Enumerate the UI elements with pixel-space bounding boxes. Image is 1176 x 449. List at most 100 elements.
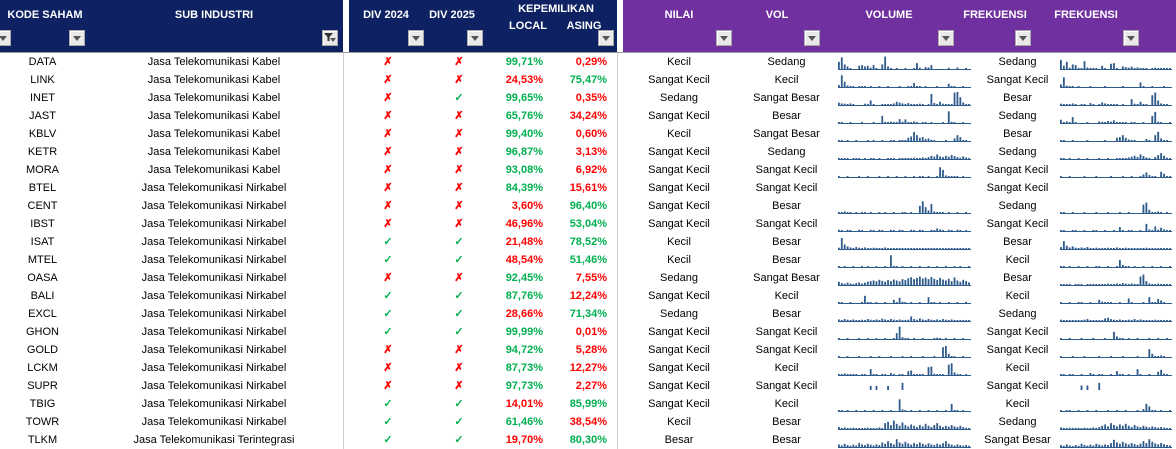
- column-divider[interactable]: [343, 377, 349, 395]
- cell-frekuensi[interactable]: Besar: [1003, 128, 1032, 140]
- cell-nilai[interactable]: Sangat Kecil: [648, 74, 710, 86]
- cell-nilai[interactable]: Kecil: [667, 128, 691, 140]
- cell-asing-pct[interactable]: 5,28%: [575, 344, 607, 356]
- cell-div-2025[interactable]: ✗: [454, 272, 464, 284]
- cell-volume-sparkline[interactable]: [838, 341, 975, 359]
- cell-nilai[interactable]: Sangat Kecil: [648, 218, 710, 230]
- filter-dropdown-frekuensi-chart[interactable]: [1123, 30, 1139, 46]
- cell-frekuensi[interactable]: Kecil: [1005, 398, 1030, 410]
- cell-frekuensi-sparkline[interactable]: [1060, 413, 1176, 431]
- cell-div-2024[interactable]: ✗: [383, 182, 393, 194]
- cell-local-pct[interactable]: 21,48%: [505, 236, 543, 248]
- column-divider[interactable]: [617, 269, 623, 287]
- column-divider[interactable]: [343, 125, 349, 143]
- column-divider[interactable]: [343, 359, 349, 377]
- cell-asing-pct[interactable]: 7,55%: [575, 272, 607, 284]
- cell-kode-saham[interactable]: GOLD: [26, 344, 59, 356]
- cell-volume-sparkline[interactable]: [838, 323, 975, 341]
- filter-dropdown-volume[interactable]: [938, 30, 954, 46]
- cell-local-pct[interactable]: 87,73%: [505, 362, 543, 374]
- cell-div-2024[interactable]: ✗: [383, 380, 393, 392]
- cell-nilai[interactable]: Sangat Kecil: [648, 182, 710, 194]
- column-divider[interactable]: [343, 305, 349, 323]
- cell-kode-saham[interactable]: TLKM: [27, 434, 58, 446]
- column-divider[interactable]: [617, 71, 623, 89]
- cell-frekuensi-sparkline[interactable]: [1060, 197, 1176, 215]
- cell-frekuensi[interactable]: Sangat Kecil: [986, 380, 1049, 392]
- cell-sub-industri[interactable]: Jasa Telekomunikasi Kabel: [147, 56, 281, 68]
- cell-local-pct[interactable]: 65,76%: [505, 110, 543, 122]
- cell-sub-industri[interactable]: Jasa Telekomunikasi Nirkabel: [141, 236, 287, 248]
- cell-div-2024[interactable]: ✗: [383, 56, 393, 68]
- cell-asing-pct[interactable]: 12,24%: [569, 290, 607, 302]
- cell-div-2024[interactable]: ✗: [383, 344, 393, 356]
- cell-div-2024[interactable]: ✗: [383, 362, 393, 374]
- cell-vol[interactable]: Kecil: [774, 74, 799, 86]
- filter-dropdown-kode[interactable]: [69, 30, 85, 46]
- cell-kode-saham[interactable]: LCKM: [27, 362, 58, 374]
- cell-volume-sparkline[interactable]: [838, 359, 975, 377]
- cell-vol[interactable]: Besar: [772, 254, 801, 266]
- cell-nilai[interactable]: Kecil: [667, 56, 691, 68]
- cell-frekuensi-sparkline[interactable]: [1060, 269, 1176, 287]
- cell-nilai[interactable]: Sangat Kecil: [648, 146, 710, 158]
- cell-div-2025[interactable]: ✗: [454, 362, 464, 374]
- cell-frekuensi[interactable]: Besar: [1003, 272, 1032, 284]
- column-divider[interactable]: [617, 143, 623, 161]
- cell-div-2024[interactable]: ✓: [383, 290, 393, 302]
- cell-frekuensi-sparkline[interactable]: [1060, 251, 1176, 269]
- cell-nilai[interactable]: Besar: [664, 434, 694, 446]
- cell-asing-pct[interactable]: 0,35%: [575, 92, 607, 104]
- column-divider[interactable]: [343, 269, 349, 287]
- cell-kode-saham[interactable]: ISAT: [30, 236, 55, 248]
- cell-volume-sparkline[interactable]: [838, 71, 975, 89]
- cell-sub-industri[interactable]: Jasa Telekomunikasi Kabel: [147, 110, 281, 122]
- cell-nilai[interactable]: Sangat Kecil: [648, 380, 710, 392]
- cell-frekuensi-sparkline[interactable]: [1060, 71, 1176, 89]
- cell-vol[interactable]: Sangat Kecil: [755, 182, 818, 194]
- cell-vol[interactable]: Sedang: [767, 56, 806, 68]
- cell-sub-industri[interactable]: Jasa Telekomunikasi Nirkabel: [141, 416, 287, 428]
- cell-frekuensi-sparkline[interactable]: [1060, 53, 1176, 71]
- column-divider[interactable]: [343, 71, 349, 89]
- filter-dropdown-sub-active[interactable]: [322, 30, 338, 46]
- cell-asing-pct[interactable]: 96,40%: [569, 200, 607, 212]
- cell-frekuensi[interactable]: Sangat Besar: [984, 434, 1051, 446]
- column-divider[interactable]: [343, 413, 349, 431]
- cell-kode-saham[interactable]: MORA: [26, 164, 59, 176]
- cell-asing-pct[interactable]: 85,99%: [569, 398, 607, 410]
- cell-local-pct[interactable]: 99,40%: [505, 128, 543, 140]
- column-divider[interactable]: [343, 161, 349, 179]
- cell-div-2025[interactable]: ✓: [454, 416, 464, 428]
- column-divider[interactable]: [617, 197, 623, 215]
- column-divider[interactable]: [343, 107, 349, 125]
- cell-vol[interactable]: Sangat Besar: [753, 128, 820, 140]
- cell-frekuensi[interactable]: Sangat Kecil: [986, 326, 1049, 338]
- cell-nilai[interactable]: Sedang: [660, 92, 698, 104]
- column-divider[interactable]: [343, 215, 349, 233]
- cell-local-pct[interactable]: 84,39%: [505, 182, 543, 194]
- cell-local-pct[interactable]: 93,08%: [505, 164, 543, 176]
- cell-div-2025[interactable]: ✗: [454, 128, 464, 140]
- cell-kode-saham[interactable]: KBLV: [28, 128, 57, 140]
- cell-frekuensi[interactable]: Sangat Kecil: [986, 182, 1049, 194]
- cell-sub-industri[interactable]: Jasa Telekomunikasi Nirkabel: [141, 362, 287, 374]
- cell-asing-pct[interactable]: 3,13%: [575, 146, 607, 158]
- column-divider[interactable]: [617, 341, 623, 359]
- cell-frekuensi-sparkline[interactable]: [1060, 215, 1176, 233]
- cell-kode-saham[interactable]: BALI: [30, 290, 55, 302]
- cell-div-2024[interactable]: ✓: [383, 398, 393, 410]
- cell-frekuensi-sparkline[interactable]: [1060, 233, 1176, 251]
- cell-div-2025[interactable]: ✗: [454, 110, 464, 122]
- column-divider[interactable]: [343, 89, 349, 107]
- cell-local-pct[interactable]: 97,73%: [505, 380, 543, 392]
- column-divider[interactable]: [343, 395, 349, 413]
- cell-kode-saham[interactable]: SUPR: [27, 380, 58, 392]
- column-divider[interactable]: [617, 251, 623, 269]
- cell-vol[interactable]: Sangat Kecil: [755, 164, 818, 176]
- cell-asing-pct[interactable]: 75,47%: [569, 74, 607, 86]
- cell-sub-industri[interactable]: Jasa Telekomunikasi Nirkabel: [141, 344, 287, 356]
- cell-nilai[interactable]: Sangat Kecil: [648, 164, 710, 176]
- cell-div-2024[interactable]: ✓: [383, 308, 393, 320]
- cell-frekuensi-sparkline[interactable]: [1060, 431, 1176, 449]
